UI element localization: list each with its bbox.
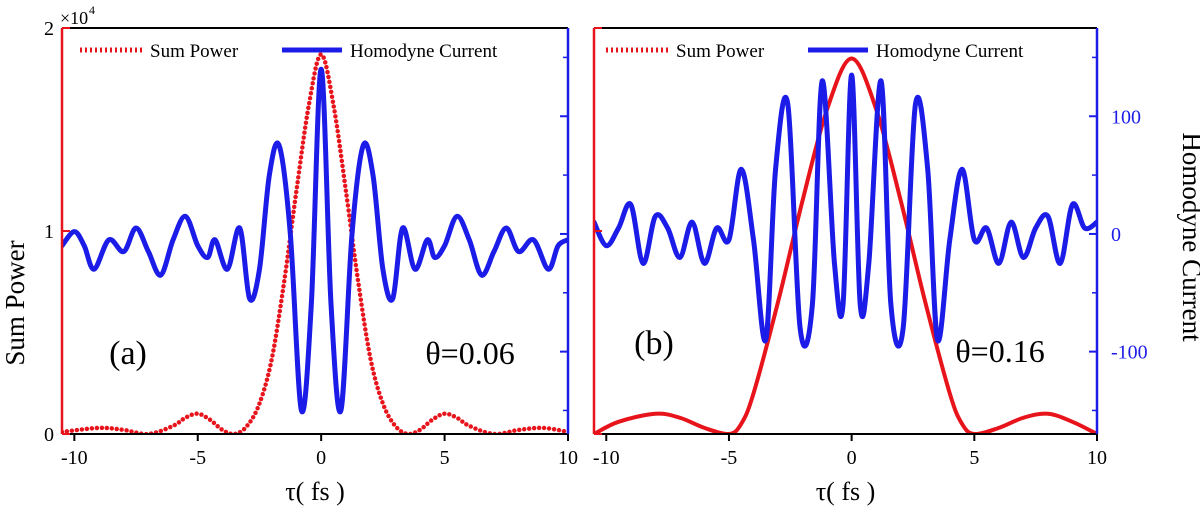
theta-annotation-a: θ=0.06 xyxy=(425,335,514,371)
series-sum-power-b xyxy=(594,56,1097,434)
series-homodyne-current-a xyxy=(62,66,568,415)
theta-annotation-b: θ=0.16 xyxy=(955,333,1044,369)
x-tick-label-b-0: 0 xyxy=(847,447,857,469)
right-tick-label-b-100: 100 xyxy=(1111,106,1141,128)
legend: Sum Power Homodyne Current Sum Power Hom… xyxy=(80,41,1024,62)
scale-exponent-base: ×10 xyxy=(60,8,88,28)
series-homodyne-current-b xyxy=(594,72,1097,349)
x-axis-label-a: τ( fs ) xyxy=(285,477,345,506)
x-tick-label-b--5: -5 xyxy=(721,447,738,469)
panel-b: -10 -5 0 5 10 -100 0 100 τ( fs ) (b) θ=0.16 xyxy=(592,27,1148,506)
legend-label-homodyne-current-b: Homodyne Current xyxy=(876,41,1024,62)
x-tick-label-a-10: 10 xyxy=(558,447,578,469)
left-axis-label: Sum Power xyxy=(0,240,30,365)
x-tick-label-a--5: -5 xyxy=(189,447,206,469)
scale-exponent-power: 4 xyxy=(89,3,95,17)
right-axis-label: Homodyne Current xyxy=(1177,132,1200,342)
panel-label-a: (a) xyxy=(109,335,147,372)
panel-label-b: (b) xyxy=(634,325,674,362)
left-tick-label-a-0: 0 xyxy=(44,424,54,446)
legend-label-sum-power-b: Sum Power xyxy=(676,41,765,62)
x-tick-label-b--10: -10 xyxy=(593,447,620,469)
right-tick-label-b-0: 0 xyxy=(1111,224,1121,246)
x-tick-label-b-10: 10 xyxy=(1087,447,1107,469)
left-tick-label-a-1: 1 xyxy=(44,221,54,243)
right-tick-label-b--100: -100 xyxy=(1111,342,1148,364)
left-tick-label-a-2: 2 xyxy=(44,18,54,40)
x-tick-label-a-5: 5 xyxy=(440,447,450,469)
x-tick-label-a--10: -10 xyxy=(61,447,88,469)
x-tick-label-a-0: 0 xyxy=(316,447,326,469)
panel-a: -10 -5 0 5 10 0 1 2 τ( fs ) (a) θ=0.06 xyxy=(44,18,578,506)
scale-exponent-label: ×10 4 xyxy=(60,3,95,28)
x-axis-label-b: τ( fs ) xyxy=(816,477,876,506)
x-tick-label-b-5: 5 xyxy=(969,447,979,469)
legend-label-sum-power: Sum Power xyxy=(150,41,239,62)
series-sum-power-a xyxy=(62,52,568,434)
legend-label-homodyne-current: Homodyne Current xyxy=(350,41,498,62)
